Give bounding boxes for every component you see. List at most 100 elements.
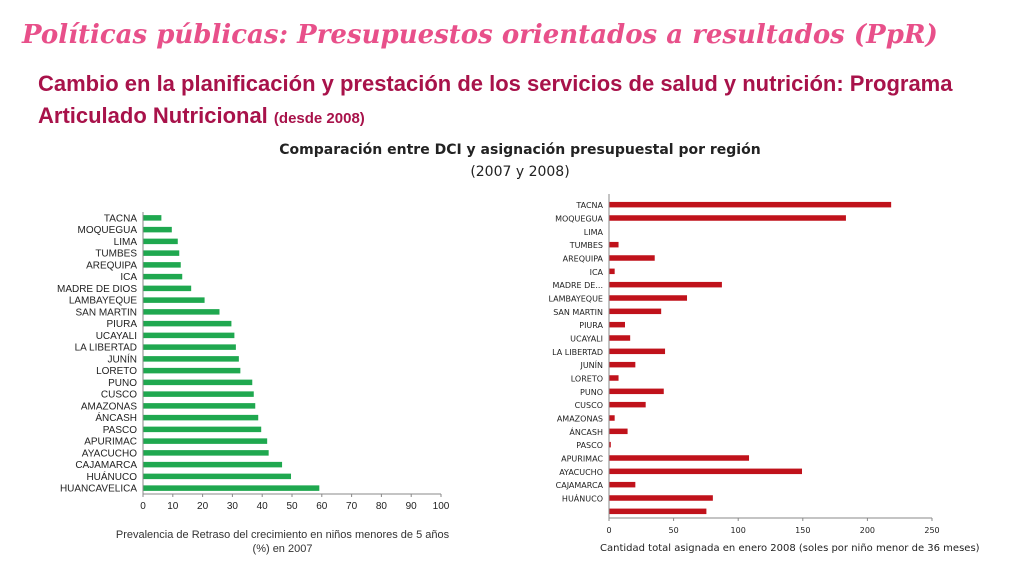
right-x-tick-label: 100 [731,526,746,535]
right-bar [609,468,803,475]
right-category-label: UCAYALI [570,335,603,344]
left-bar [143,391,254,397]
left-bar [143,273,183,280]
left-x-tick-label: 40 [257,501,269,512]
right-category-label: AYACUCHO [559,468,603,477]
right-bar [609,495,713,501]
left-category-label: APURIMAC [84,437,137,448]
left-category-label: LAMBAYEQUE [69,296,137,307]
right-bar [609,215,846,221]
right-bar [609,441,611,448]
comparison-title: Comparación entre DCI y asignación presu… [279,142,761,158]
left-category-label: SAN MARTIN [76,307,138,318]
left-x-tick-label: 100 [433,501,450,512]
right-category-label: LAMBAYEQUE [548,295,603,304]
slide-subtitle: Cambio en la planificación y prestación … [38,68,998,135]
left-bar [143,320,232,327]
left-category-label: TACNA [104,213,137,224]
left-bar [143,297,205,303]
right-x-tick-label: 50 [669,526,679,535]
right-category-label: CAJAMARCA [556,481,604,490]
left-category-label: LORETO [96,366,137,377]
left-bar [143,438,268,444]
left-bar [143,426,262,433]
left-bar [143,332,235,339]
right-category-label: PUNO [580,388,603,397]
left-bar [143,473,292,480]
left-category-label: ICA [120,272,137,283]
left-category-label: ÁNCASH [95,411,137,424]
right-bar [609,375,619,381]
left-category-label: JUNÍN [108,352,137,365]
slide-title: Políticas públicas: Presupuestos orienta… [22,20,938,50]
left-category-label: AREQUIPA [86,260,137,271]
left-bar [143,403,256,409]
left-category-label: HUÁNUCO [86,470,137,483]
left-bar [143,367,241,374]
left-chart-xlabel: Prevalencia de Retraso del crecimiento e… [115,529,450,555]
right-category-label: ÁNCASH [569,426,603,437]
left-category-label: PIURA [106,319,137,330]
left-x-tick-label: 60 [316,501,328,512]
right-bar [609,401,646,408]
left-category-label: MOQUEGUA [78,225,138,236]
subtitle-small: (desde 2008) [273,110,365,127]
right-category-label: CUSCO [575,401,603,410]
left-x-tick-label: 20 [197,501,209,512]
left-bar [143,379,253,386]
right-bar [609,388,664,395]
right-category-label: ICA [590,268,604,277]
left-bar [143,356,239,362]
left-category-label: TUMBES [95,249,137,260]
right-category-label: TUMBES [569,241,603,250]
left-bar [143,250,180,256]
left-x-tick-label: 80 [376,501,388,512]
right-category-label: JUNÍN [579,359,603,370]
right-bar [609,255,655,261]
right-bar [609,241,619,248]
right-x-tick-label: 200 [860,526,875,535]
right-category-label: AMAZONAS [557,415,603,424]
right-chart-xlabel: Cantidad total asignada en enero 2008 (s… [600,543,980,554]
right-bar [609,295,688,301]
right-category-label: SAN MARTIN [553,308,603,317]
left-bar [143,485,320,491]
right-bar [609,481,636,488]
right-bar [609,361,636,368]
left-bar [143,226,172,233]
left-bar [143,238,178,245]
left-x-tick-label: 0 [140,501,146,512]
right-category-label: LA LIBERTAD [552,348,603,357]
left-bar [143,309,220,315]
subtitle-main: Cambio en la planificación y prestación … [38,71,953,128]
right-category-label: PIURA [579,321,603,330]
left-category-label: PASCO [103,425,137,436]
left-bar [143,461,283,468]
right-category-label: MOQUEGUA [555,215,603,224]
right-bar [609,348,666,355]
left-x-tick-label: 90 [406,501,418,512]
right-bar [609,321,626,328]
left-category-label: CAJAMARCA [75,460,137,471]
left-category-label: LIMA [114,237,138,248]
right-bar [609,455,750,461]
right-category-label: APURIMAC [561,455,603,464]
left-bar [143,215,162,221]
right-x-tick-label: 250 [924,526,939,535]
right-bar [609,335,631,341]
right-category-label: HUÁNUCO [562,493,603,504]
right-bar [609,428,628,435]
right-bar [609,201,892,208]
right-category-label: LIMA [584,228,604,237]
left-bar [143,414,259,421]
right-bar [609,308,662,315]
left-bar [143,344,236,350]
right-x-tick-label: 150 [795,526,810,535]
right-bar [609,281,722,288]
right-bar [609,268,615,275]
right-bar [609,508,707,515]
left-bar [143,285,192,292]
left-bar [143,450,269,456]
right-category-label: LORETO [571,375,603,384]
left-category-label: LA LIBERTAD [75,343,137,354]
